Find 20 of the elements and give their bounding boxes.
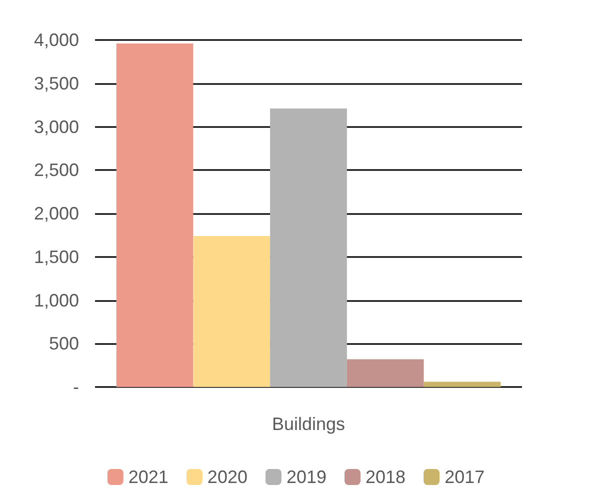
legend-label: 2017 xyxy=(444,467,485,487)
bar xyxy=(193,236,270,387)
y-tick-label: - xyxy=(73,377,79,397)
legend-label: 2021 xyxy=(128,467,168,487)
legend-label: 2019 xyxy=(286,467,327,487)
bar xyxy=(346,359,424,387)
y-tick-label: 3,500 xyxy=(34,73,79,94)
y-tick-label: 2,500 xyxy=(34,160,79,180)
x-tick-label: Buildings xyxy=(272,414,346,434)
y-tick-label: 3,000 xyxy=(34,116,79,137)
y-tick-label: 2,000 xyxy=(34,204,79,224)
bar xyxy=(424,382,501,387)
y-tick-label: 1,000 xyxy=(34,290,79,310)
y-tick-label: 500 xyxy=(48,334,79,354)
legend-label: 2018 xyxy=(366,467,406,487)
bar xyxy=(270,108,347,387)
y-tick-label: 1,500 xyxy=(34,246,79,267)
legend-label: 2020 xyxy=(207,467,248,487)
y-tick-label: 4,000 xyxy=(34,30,79,50)
bar xyxy=(116,43,194,387)
